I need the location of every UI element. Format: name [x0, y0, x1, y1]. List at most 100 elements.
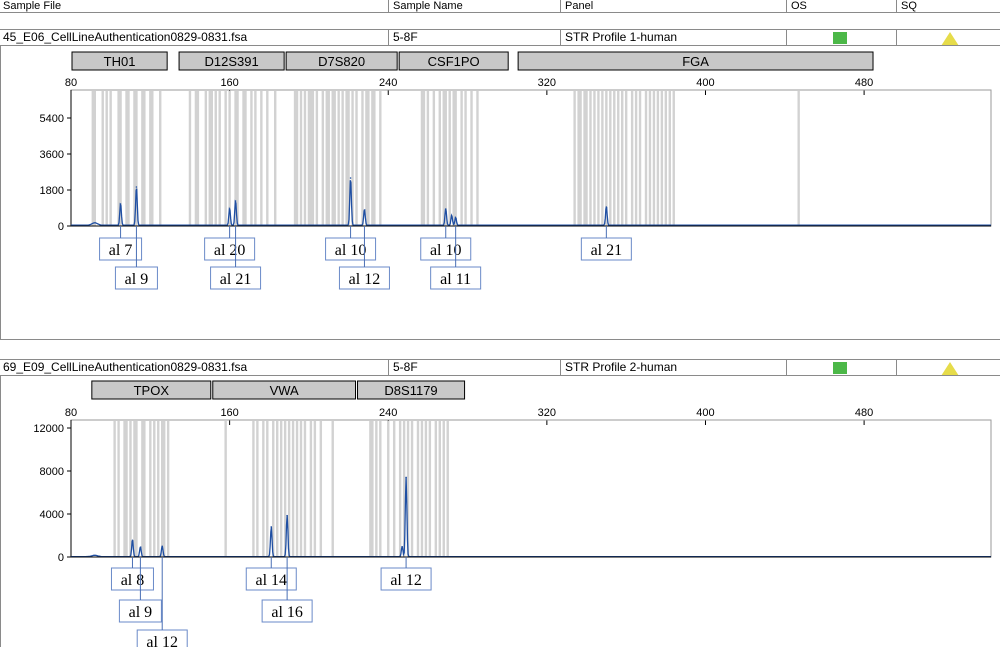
allele-call: al 11: [430, 266, 482, 290]
allele-bin: [392, 421, 396, 557]
allele-bin: [228, 91, 231, 226]
allele-bin: [141, 421, 144, 557]
peak-point: [363, 209, 366, 211]
electropherogram-panel-2: TPOX VWA D8S1179 80 160 240 320 400 480 0 4000 8000…: [0, 376, 1000, 652]
sample-name: 5-8F: [388, 360, 560, 375]
locus-bar: [212, 380, 357, 400]
allele-bin: [369, 421, 372, 557]
locus-vwa: VWA: [212, 380, 357, 400]
os-cell: [786, 30, 896, 45]
allele-bin: [371, 91, 374, 226]
locus-label: D12S391: [204, 54, 258, 69]
allele-call: al 14: [245, 567, 297, 591]
allele-bin: [345, 91, 348, 226]
allele-bin: [416, 421, 420, 557]
allele-bin: [331, 91, 334, 226]
allele-bin: [387, 421, 390, 557]
allele-bin: [373, 91, 376, 226]
allele-bin: [125, 421, 128, 557]
allele-bin: [234, 91, 237, 226]
allele-call: al 21: [580, 237, 632, 261]
allele-bin: [375, 421, 378, 557]
y-tick-label: 1800: [40, 185, 64, 197]
allele-bin: [797, 91, 800, 226]
allele-label: al 16: [271, 604, 303, 621]
column-sample-file[interactable]: Sample File: [3, 0, 62, 12]
locus-label: TPOX: [134, 383, 170, 398]
os-pass-icon: [833, 32, 847, 44]
allele-bin: [577, 91, 580, 226]
allele-bin: [446, 421, 449, 557]
locus-label: D8S1179: [384, 383, 437, 398]
allele-bin: [93, 91, 96, 226]
allele-bin: [424, 421, 428, 557]
y-tick-label: 0: [58, 552, 64, 564]
allele-bin: [149, 91, 152, 226]
x-tick-label: 160: [220, 407, 238, 419]
column-sq[interactable]: SQ: [896, 0, 1000, 12]
peak-point: [454, 217, 457, 219]
allele-bin: [194, 91, 198, 226]
sq-cell: [896, 30, 1000, 45]
locus-csf1po: CSF1PO: [398, 51, 509, 71]
peak-point: [234, 200, 237, 202]
allele-bin: [398, 421, 402, 557]
allele-bin: [242, 91, 245, 226]
sq-cell: [896, 360, 1000, 375]
allele-call: al 10: [325, 237, 377, 261]
allele-bin: [638, 91, 642, 226]
y-tick-label: 8000: [40, 466, 64, 478]
allele-bin: [438, 421, 441, 557]
allele-bin: [656, 91, 660, 226]
column-panel[interactable]: Panel: [560, 0, 786, 12]
allele-label: al 20: [214, 242, 246, 259]
allele-bin: [204, 91, 208, 226]
allele-bin: [379, 91, 382, 226]
locus-bar: [517, 51, 874, 71]
allele-bin: [452, 91, 455, 226]
sq-warning-icon: [941, 32, 959, 45]
allele-bin: [210, 91, 213, 226]
allele-bin: [208, 91, 211, 226]
allele-bin: [319, 421, 323, 557]
y-tick-label: 3600: [40, 149, 64, 161]
allele-call: al 9: [118, 599, 162, 623]
allele-bin: [133, 91, 136, 226]
panel-name: STR Profile 1-human: [560, 30, 786, 45]
allele-bin: [236, 91, 239, 226]
allele-bin: [196, 91, 200, 226]
peak-point: [119, 203, 122, 205]
electropherogram-chart: TH01 D12S391 D7S820 CSF1PO FGA 80 160 240 320 400…: [40, 51, 992, 290]
y-tick-label: 4000: [40, 509, 64, 521]
plot-frame: [70, 419, 992, 558]
allele-bin: [613, 91, 616, 226]
allele-bin: [123, 421, 126, 557]
sample-row[interactable]: 45_E06_CellLineAuthentication0829-0831.f…: [0, 29, 1000, 46]
allele-bin: [579, 91, 582, 226]
sample-row[interactable]: 69_E09_CellLineAuthentication0829-0831.f…: [0, 359, 1000, 376]
locus-label: CSF1PO: [428, 54, 480, 69]
allele-bin: [333, 91, 336, 226]
allele-bin: [117, 91, 120, 226]
electropherogram-panel-1: TH01 D12S391 D7S820 CSF1PO FGA 80 160 240 320 400…: [0, 46, 1000, 340]
allele-bin: [143, 91, 146, 226]
locus-bar: [178, 51, 285, 71]
allele-label: al 10: [335, 242, 367, 259]
allele-bin: [260, 91, 263, 226]
allele-bin: [379, 421, 382, 557]
peak-point: [444, 208, 447, 210]
allele-bin: [432, 91, 436, 226]
allele-bin: [668, 91, 671, 226]
allele-bin: [634, 91, 638, 226]
allele-bin: [454, 91, 457, 226]
allele-bin: [442, 421, 445, 557]
allele-bin: [299, 421, 303, 557]
locus-label: VWA: [270, 383, 299, 398]
locus-th01: TH01: [71, 51, 168, 71]
allele-bin: [648, 91, 652, 226]
column-sample-name[interactable]: Sample Name: [388, 0, 560, 12]
allele-label: al 21: [591, 242, 623, 259]
column-os[interactable]: OS: [786, 0, 896, 12]
allele-bin: [276, 421, 279, 557]
allele-bin: [166, 421, 170, 557]
